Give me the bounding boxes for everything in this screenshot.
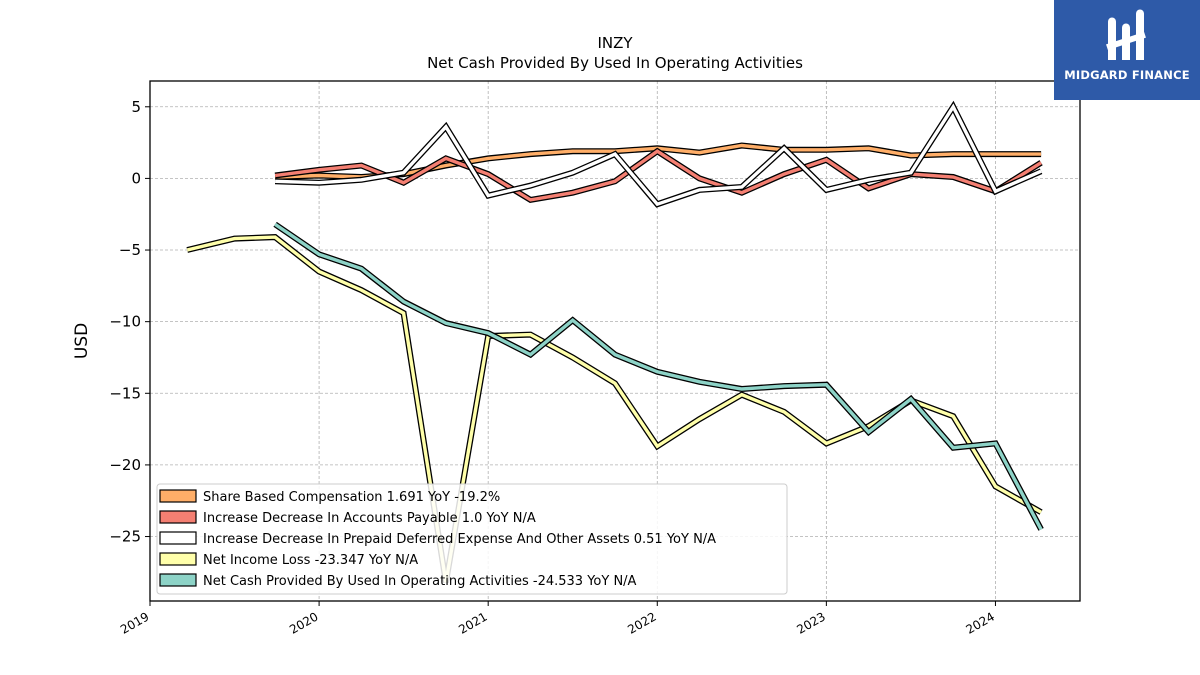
legend-swatch [159,552,197,566]
legend-box [156,483,788,595]
y-tick-label: −15 [109,384,141,402]
y-tick-label: −5 [119,241,141,259]
logo-text: MIDGARD FINANCE [1064,68,1190,82]
x-tick-label: 2019 [118,609,151,636]
legend-swatch [159,531,197,545]
chart-subtitle: Net Cash Provided By Used In Operating A… [427,54,803,72]
x-tick-label: 2024 [964,609,997,636]
y-tick-label: −10 [109,313,141,331]
series-line [274,222,1043,531]
legend-swatch [159,489,197,503]
x-tick-label: 2021 [456,609,489,636]
y-tick-label: −20 [109,456,141,474]
series-layer [186,100,1044,583]
legend: Share Based Compensation 1.691 YoY -19.2… [156,483,788,595]
y-tick-label: 0 [131,169,141,187]
legend-label: Increase Decrease In Prepaid Deferred Ex… [203,532,716,547]
y-tick-label: −25 [109,528,141,546]
x-tick-label: 2020 [287,609,320,636]
x-tick-label: 2023 [794,609,827,636]
y-tick-label: 5 [131,98,141,116]
legend-label: Increase Decrease In Accounts Payable 1.… [203,511,536,526]
chart-title: INZY [597,34,633,52]
legend-label: Net Cash Provided By Used In Operating A… [203,574,637,589]
plot-frame [149,80,1081,602]
legend-swatch [159,510,197,524]
series-line [275,103,1042,207]
x-tick-label: 2022 [625,609,658,636]
legend-label: Net Income Loss -23.347 YoY N/A [203,553,418,568]
legend-label: Share Based Compensation 1.691 YoY -19.2… [203,490,500,505]
legend-swatch [159,573,197,587]
logo-mark-icon [1106,9,1146,60]
y-axis-label: USD [72,323,92,359]
midgard-finance-logo: MIDGARD FINANCE [1054,0,1200,100]
